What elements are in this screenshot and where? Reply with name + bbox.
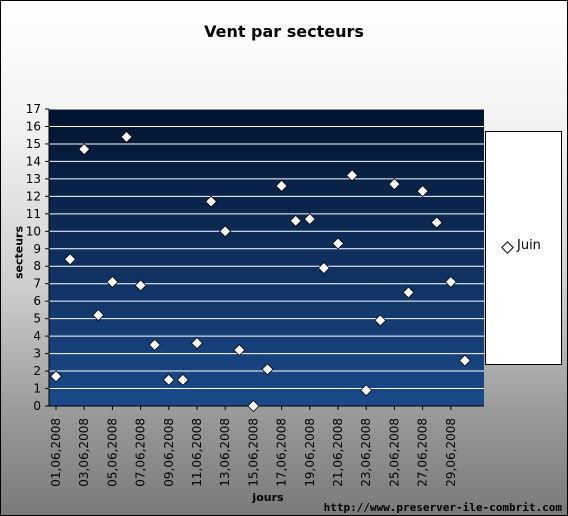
data-point bbox=[261, 363, 274, 376]
legend: Juin bbox=[485, 131, 562, 365]
data-point bbox=[78, 143, 91, 156]
data-point bbox=[444, 275, 457, 289]
y-tick-label: 5 bbox=[33, 312, 41, 326]
data-point bbox=[416, 185, 429, 198]
x-tick-label: 25,06,2008 bbox=[387, 418, 401, 487]
y-tick-label: 13 bbox=[26, 172, 41, 186]
x-tick-label: 29,06,2008 bbox=[444, 418, 458, 487]
data-point bbox=[374, 314, 387, 327]
data-point bbox=[205, 195, 218, 208]
chart-title: Vent par secteurs bbox=[204, 22, 364, 41]
data-point bbox=[134, 279, 147, 292]
data-point bbox=[388, 178, 401, 191]
data-point bbox=[106, 275, 119, 289]
x-tick-label: 13,06,2008 bbox=[218, 418, 232, 487]
data-point bbox=[346, 169, 359, 182]
data-point bbox=[92, 309, 105, 322]
data-point bbox=[430, 216, 443, 229]
y-tick-label: 3 bbox=[33, 347, 41, 361]
data-point bbox=[331, 237, 345, 250]
x-tick-label: 05,06,2008 bbox=[105, 418, 119, 487]
y-tick-label: 16 bbox=[26, 119, 41, 133]
data-point bbox=[402, 286, 415, 299]
data-point bbox=[458, 354, 471, 367]
y-tick-label: 14 bbox=[26, 154, 41, 168]
data-point bbox=[190, 337, 204, 350]
y-axis-title: secteurs bbox=[12, 225, 26, 280]
data-point bbox=[148, 338, 161, 351]
x-axis-title: jours bbox=[252, 491, 284, 504]
y-tick-label: 12 bbox=[26, 189, 41, 203]
data-point bbox=[317, 261, 330, 275]
data-point bbox=[162, 373, 175, 386]
x-tick-label: 19,06,2008 bbox=[303, 418, 317, 487]
x-tick-label: 07,06,2008 bbox=[134, 418, 148, 487]
y-tick-label: 0 bbox=[33, 399, 41, 413]
y-tick-label: 15 bbox=[26, 137, 41, 151]
x-tick-label: 17,06,2008 bbox=[275, 418, 289, 487]
x-tick-label: 11,06,2008 bbox=[190, 418, 204, 487]
y-tick-label: 10 bbox=[26, 224, 41, 238]
y-tick-label: 2 bbox=[33, 364, 41, 378]
watermark-url: http://www.preserver-ile-combrit.com bbox=[323, 501, 562, 514]
data-point bbox=[49, 370, 63, 383]
x-tick-label: 15,06,2008 bbox=[246, 418, 260, 487]
data-point bbox=[303, 212, 316, 226]
data-point bbox=[176, 373, 189, 386]
x-tick-label: 27,06,2008 bbox=[416, 418, 430, 487]
y-tick-label: 8 bbox=[33, 259, 41, 273]
data-point bbox=[233, 344, 246, 357]
plot-area bbox=[49, 109, 484, 406]
data-point bbox=[275, 179, 288, 192]
data-point bbox=[219, 225, 232, 238]
legend-label: Juin bbox=[517, 238, 541, 253]
data-point bbox=[247, 399, 260, 413]
x-tick-label: 01,06,2008 bbox=[49, 418, 63, 487]
data-point bbox=[64, 253, 77, 266]
x-tick-label: 09,06,2008 bbox=[162, 418, 176, 487]
y-tick-label: 9 bbox=[33, 242, 41, 256]
y-tick-label: 17 bbox=[26, 102, 41, 116]
y-tick-label: 6 bbox=[33, 294, 41, 308]
legend-diamond-marker bbox=[501, 241, 514, 254]
data-point bbox=[360, 384, 373, 397]
y-tick-label: 7 bbox=[33, 277, 41, 291]
data-point bbox=[120, 130, 133, 144]
y-tick-label: 1 bbox=[33, 382, 41, 396]
x-tick-label: 03,06,2008 bbox=[77, 418, 91, 487]
x-tick-label: 21,06,2008 bbox=[331, 418, 345, 487]
data-point bbox=[289, 214, 302, 227]
y-tick-label: 11 bbox=[26, 207, 41, 221]
x-tick-label: 23,06,2008 bbox=[359, 418, 373, 487]
y-tick-label: 4 bbox=[33, 329, 41, 343]
